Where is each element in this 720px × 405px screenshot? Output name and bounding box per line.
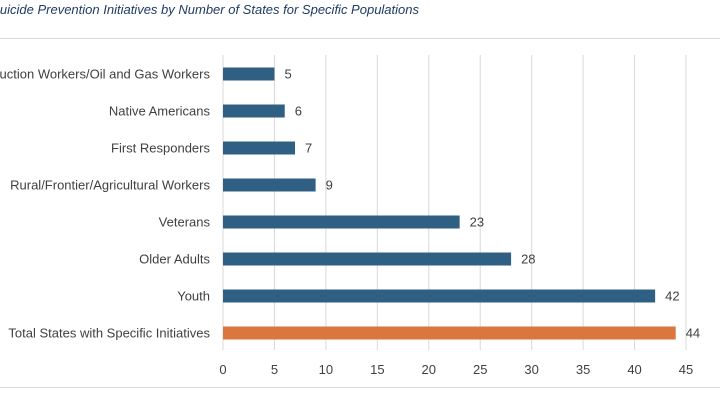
x-tick-label: 5 [271,362,278,377]
bar [223,104,285,118]
data-labels: 5 6 7 9 23 28 42 44 [284,67,700,341]
data-label: 6 [295,104,302,119]
chart-title: : Suicide Prevention Initiatives by Numb… [0,2,419,17]
data-label: 28 [521,252,535,267]
x-tick-label: 20 [422,362,436,377]
data-label: 23 [470,215,484,230]
x-tick-label: 10 [319,362,333,377]
bar [223,141,296,155]
x-axis-ticks: 0 5 10 15 20 25 30 35 40 45 [219,362,693,377]
x-tick-label: 35 [576,362,590,377]
x-tick-label: 25 [473,362,487,377]
data-label: 5 [284,67,291,82]
title-divider [0,38,720,39]
category-label: First Responders [111,141,210,156]
category-label: ruction Workers/Oil and Gas Workers [0,67,210,82]
bar [223,252,512,266]
category-label: Total States with Specific Initiatives [8,326,210,341]
bar [223,289,656,303]
category-label: Native Americans [109,104,211,119]
bar [223,178,316,192]
data-label: 42 [665,289,679,304]
data-label: 9 [326,178,333,193]
x-tick-label: 15 [370,362,384,377]
x-tick-label: 45 [679,362,693,377]
x-tick-label: 40 [627,362,641,377]
bars [223,67,676,340]
gridlines [222,55,687,350]
data-label: 7 [305,141,312,156]
category-label: Veterans [159,215,211,230]
category-label: Youth [177,289,210,304]
x-tick-label: 0 [219,362,226,377]
x-tick-label: 30 [524,362,538,377]
category-label: Rural/Frontier/Agricultural Workers [10,178,210,193]
chart-bottom-border [0,387,720,388]
data-label: 44 [686,326,700,341]
bar [223,67,275,81]
category-label: Older Adults [139,252,210,267]
category-labels: ruction Workers/Oil and Gas Workers Nativ… [0,67,210,341]
bar [223,215,460,229]
bar [223,326,676,340]
